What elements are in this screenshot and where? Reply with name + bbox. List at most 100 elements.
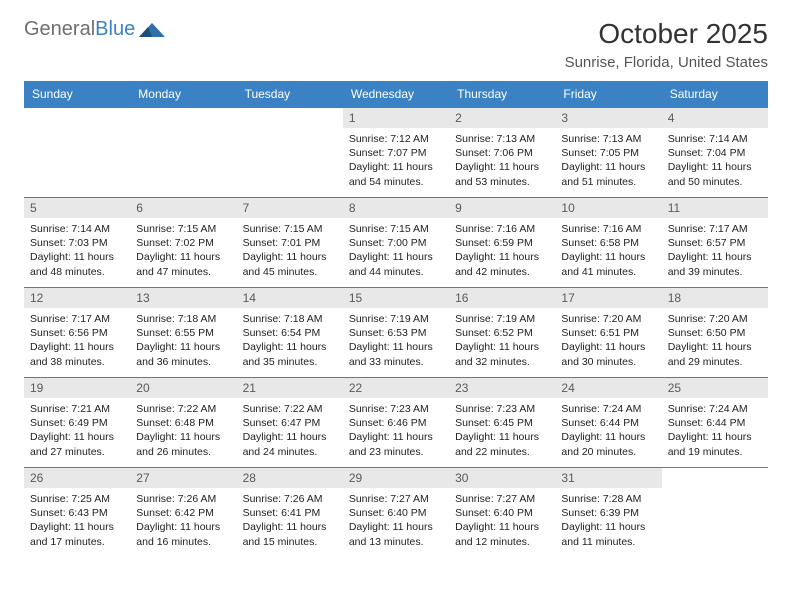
location: Sunrise, Florida, United States [565,54,768,71]
calendar-week-row: 5Sunrise: 7:14 AMSunset: 7:03 PMDaylight… [24,198,768,288]
day-content-line: and 30 minutes. [561,355,655,369]
calendar-day-cell: 5Sunrise: 7:14 AMSunset: 7:03 PMDaylight… [24,198,130,288]
day-content-line: Sunset: 7:00 PM [349,236,443,250]
day-content: Sunrise: 7:25 AMSunset: 6:43 PMDaylight:… [24,488,130,555]
day-content: Sunrise: 7:22 AMSunset: 6:47 PMDaylight:… [237,398,343,465]
day-content-line: Sunrise: 7:15 AM [136,222,230,236]
day-content: Sunrise: 7:17 AMSunset: 6:56 PMDaylight:… [24,308,130,375]
calendar-day-cell: 20Sunrise: 7:22 AMSunset: 6:48 PMDayligh… [130,378,236,468]
day-number: 15 [343,288,449,308]
day-content-line: and 20 minutes. [561,445,655,459]
day-content-line: Daylight: 11 hours [243,430,337,444]
day-content-line: Daylight: 11 hours [455,160,549,174]
day-content-line: Sunset: 6:48 PM [136,416,230,430]
calendar-day-cell: 24Sunrise: 7:24 AMSunset: 6:44 PMDayligh… [555,378,661,468]
day-content-line: and 29 minutes. [668,355,762,369]
calendar-body: 1Sunrise: 7:12 AMSunset: 7:07 PMDaylight… [24,108,768,558]
day-number: 16 [449,288,555,308]
day-content: Sunrise: 7:15 AMSunset: 7:01 PMDaylight:… [237,218,343,285]
day-number: 14 [237,288,343,308]
day-content: Sunrise: 7:26 AMSunset: 6:41 PMDaylight:… [237,488,343,555]
day-content-line: Sunrise: 7:20 AM [668,312,762,326]
calendar-day-cell: 31Sunrise: 7:28 AMSunset: 6:39 PMDayligh… [555,468,661,558]
page-title: October 2025 [565,18,768,50]
day-content-line: and 48 minutes. [30,265,124,279]
calendar-day-cell: 18Sunrise: 7:20 AMSunset: 6:50 PMDayligh… [662,288,768,378]
day-content: Sunrise: 7:16 AMSunset: 6:59 PMDaylight:… [449,218,555,285]
day-content-line: Sunrise: 7:22 AM [136,402,230,416]
calendar-day-cell: 1Sunrise: 7:12 AMSunset: 7:07 PMDaylight… [343,108,449,198]
day-content-line: Daylight: 11 hours [455,340,549,354]
day-content-line: Sunset: 7:05 PM [561,146,655,160]
day-content-line: Sunset: 7:06 PM [455,146,549,160]
calendar-week-row: 12Sunrise: 7:17 AMSunset: 6:56 PMDayligh… [24,288,768,378]
calendar-day-cell: 13Sunrise: 7:18 AMSunset: 6:55 PMDayligh… [130,288,236,378]
day-content-line: Sunrise: 7:23 AM [349,402,443,416]
day-content-line: Sunset: 6:47 PM [243,416,337,430]
day-content-line: and 35 minutes. [243,355,337,369]
day-content-line: and 36 minutes. [136,355,230,369]
day-number: 8 [343,198,449,218]
day-content-line: Daylight: 11 hours [455,430,549,444]
day-content-line: and 22 minutes. [455,445,549,459]
day-content-line: Daylight: 11 hours [455,250,549,264]
day-content-line: Daylight: 11 hours [561,250,655,264]
day-content-line: Sunset: 6:50 PM [668,326,762,340]
day-content-line: Daylight: 11 hours [668,160,762,174]
header: GeneralBlue October 2025 Sunrise, Florid… [24,18,768,71]
day-content-line: Daylight: 11 hours [668,340,762,354]
day-content: Sunrise: 7:16 AMSunset: 6:58 PMDaylight:… [555,218,661,285]
day-content-line: Sunrise: 7:23 AM [455,402,549,416]
day-content-line: and 32 minutes. [455,355,549,369]
day-content-line: Sunset: 6:52 PM [455,326,549,340]
calendar-day-cell: 29Sunrise: 7:27 AMSunset: 6:40 PMDayligh… [343,468,449,558]
day-content-line: and 27 minutes. [30,445,124,459]
day-content-line: Sunset: 7:02 PM [136,236,230,250]
logo-word1: General [24,18,95,40]
day-content-line: Sunset: 6:53 PM [349,326,443,340]
day-content-line: and 17 minutes. [30,535,124,549]
calendar-day-cell: 14Sunrise: 7:18 AMSunset: 6:54 PMDayligh… [237,288,343,378]
day-content-line: Sunrise: 7:16 AM [455,222,549,236]
day-content-line: Sunset: 6:40 PM [455,506,549,520]
calendar-day-cell: 19Sunrise: 7:21 AMSunset: 6:49 PMDayligh… [24,378,130,468]
day-content-line: and 23 minutes. [349,445,443,459]
day-content: Sunrise: 7:15 AMSunset: 7:00 PMDaylight:… [343,218,449,285]
day-content-line: Sunrise: 7:22 AM [243,402,337,416]
calendar-day-cell: 16Sunrise: 7:19 AMSunset: 6:52 PMDayligh… [449,288,555,378]
day-content-line: and 39 minutes. [668,265,762,279]
calendar-day-cell: 27Sunrise: 7:26 AMSunset: 6:42 PMDayligh… [130,468,236,558]
day-content-line: Sunset: 6:59 PM [455,236,549,250]
day-content-line: Daylight: 11 hours [136,430,230,444]
day-number: 1 [343,108,449,128]
calendar: SundayMondayTuesdayWednesdayThursdayFrid… [24,81,768,558]
day-content-line: Sunset: 6:43 PM [30,506,124,520]
day-content-line: Sunset: 7:07 PM [349,146,443,160]
day-content-line: Sunrise: 7:27 AM [455,492,549,506]
calendar-day-cell: 26Sunrise: 7:25 AMSunset: 6:43 PMDayligh… [24,468,130,558]
day-content: Sunrise: 7:18 AMSunset: 6:55 PMDaylight:… [130,308,236,375]
day-content-line: and 42 minutes. [455,265,549,279]
day-content-line: Sunset: 7:01 PM [243,236,337,250]
day-number: 2 [449,108,555,128]
day-number: 5 [24,198,130,218]
day-content-line: and 26 minutes. [136,445,230,459]
calendar-day-cell: 25Sunrise: 7:24 AMSunset: 6:44 PMDayligh… [662,378,768,468]
calendar-day-cell [662,468,768,558]
day-number: 22 [343,378,449,398]
day-content-line: Sunset: 6:44 PM [561,416,655,430]
day-content-line: and 47 minutes. [136,265,230,279]
day-content-line: and 44 minutes. [349,265,443,279]
logo-text: GeneralBlue [24,18,135,41]
day-number: 24 [555,378,661,398]
calendar-day-cell: 10Sunrise: 7:16 AMSunset: 6:58 PMDayligh… [555,198,661,288]
day-content-line: Sunrise: 7:14 AM [668,132,762,146]
day-number: 30 [449,468,555,488]
day-content-line: Daylight: 11 hours [349,340,443,354]
day-content-line: Sunrise: 7:18 AM [136,312,230,326]
weekday-header-row: SundayMondayTuesdayWednesdayThursdayFrid… [24,81,768,108]
day-content: Sunrise: 7:27 AMSunset: 6:40 PMDaylight:… [343,488,449,555]
day-content-line: Daylight: 11 hours [561,430,655,444]
day-number: 13 [130,288,236,308]
calendar-day-cell: 6Sunrise: 7:15 AMSunset: 7:02 PMDaylight… [130,198,236,288]
